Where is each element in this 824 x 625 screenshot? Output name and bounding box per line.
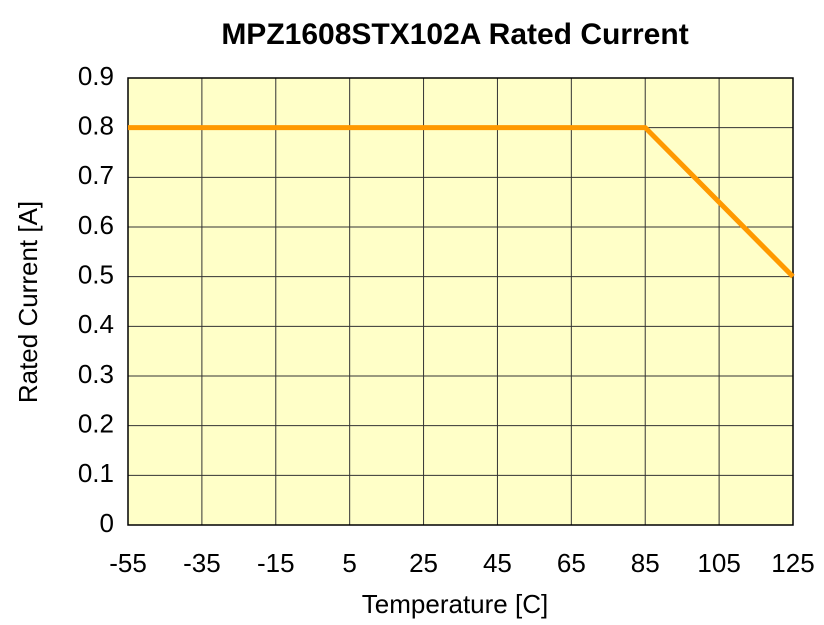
x-tick-label: 125 <box>771 548 814 578</box>
x-axis-label: Temperature [C] <box>362 589 548 619</box>
x-tick-label: -15 <box>257 548 295 578</box>
data-line <box>128 125 795 279</box>
plot-area <box>128 78 793 525</box>
y-tick-label: 0.3 <box>78 359 114 389</box>
y-tick-label: 0.2 <box>78 409 114 439</box>
x-tick-label: 45 <box>483 548 512 578</box>
y-tick-label: 0.8 <box>78 111 114 141</box>
x-tick-label: 105 <box>697 548 740 578</box>
x-tick-label: 5 <box>342 548 356 578</box>
plot-border <box>127 77 794 526</box>
x-tick-label: 65 <box>557 548 586 578</box>
x-tick-label: -55 <box>109 548 147 578</box>
y-tick-label: 0 <box>100 508 114 538</box>
y-tick-label: 0.7 <box>78 160 114 190</box>
y-tick-label: 0.6 <box>78 210 114 240</box>
y-tick-label: 0.1 <box>78 458 114 488</box>
y-axis-label: Rated Current [A] <box>13 201 43 403</box>
y-tick-label: 0.5 <box>78 260 114 290</box>
y-tick-label: 0.4 <box>78 309 114 339</box>
x-tick-label: 85 <box>631 548 660 578</box>
x-tick-label: 25 <box>409 548 438 578</box>
y-tick-label: 0.9 <box>78 61 114 91</box>
x-tick-label: -35 <box>183 548 221 578</box>
chart-title: MPZ1608STX102A Rated Current <box>221 18 688 51</box>
